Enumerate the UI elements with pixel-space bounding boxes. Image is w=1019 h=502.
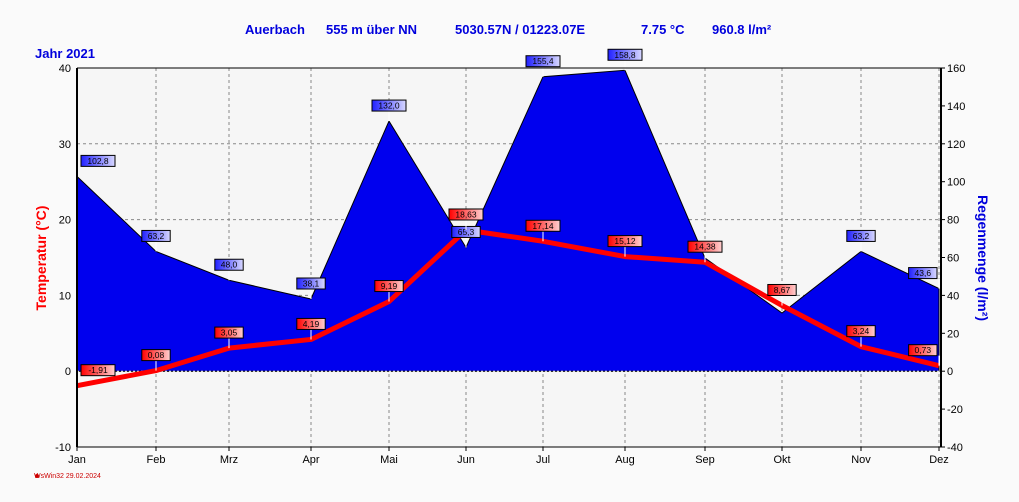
y-tick-label: 10 bbox=[59, 290, 71, 302]
x-tick-label: Aug bbox=[615, 454, 635, 466]
rain-data-label: 102,8 bbox=[87, 156, 109, 166]
footer-credit: WsWin32 29.02.2024 bbox=[34, 473, 101, 480]
y2-tick-label: 40 bbox=[947, 290, 959, 302]
rain-data-label: 48,0 bbox=[221, 260, 238, 270]
y-tick-label: 0 bbox=[65, 366, 71, 378]
x-tick-label: Nov bbox=[851, 454, 871, 466]
temp-data-label: 0,73 bbox=[915, 345, 932, 355]
rain-data-label-box bbox=[607, 48, 643, 61]
rain-data-label: 65,3 bbox=[458, 227, 475, 237]
y-tick-label: 30 bbox=[59, 139, 71, 151]
rain-data-label: 155,4 bbox=[532, 56, 554, 66]
y2-tick-label: 20 bbox=[947, 328, 959, 340]
rain-data-label-box bbox=[214, 258, 244, 271]
y2-tick-label: 120 bbox=[947, 139, 965, 151]
x-tick-label: Sep bbox=[695, 454, 715, 466]
rain-data-label: 63,2 bbox=[853, 231, 870, 241]
x-tick-label: Dez bbox=[929, 454, 949, 466]
altitude: 555 m über NN bbox=[326, 22, 418, 37]
y2-tick-label: 160 bbox=[947, 63, 965, 75]
temp-data-label: 4,19 bbox=[303, 319, 320, 329]
rain-data-label-box bbox=[296, 277, 326, 290]
y2-tick-label: 140 bbox=[947, 101, 965, 113]
temp-data-label-box bbox=[908, 344, 938, 357]
year-label: Jahr 2021 bbox=[35, 46, 95, 61]
temp-data-label-box bbox=[448, 208, 484, 221]
temp-data-label: 9,19 bbox=[381, 281, 398, 291]
y2-tick-label: -20 bbox=[947, 404, 963, 416]
rain-data-label: 38,1 bbox=[303, 279, 320, 289]
x-tick-label: Apr bbox=[302, 454, 319, 466]
temp-data-label-box bbox=[214, 326, 244, 339]
y2-tick-label: 0 bbox=[947, 366, 953, 378]
temp-data-label-box bbox=[687, 240, 723, 253]
x-tick-label: Feb bbox=[147, 454, 166, 466]
rain-data-label-box bbox=[80, 154, 116, 167]
rain-data-label: 43,6 bbox=[915, 268, 932, 278]
rain-data-label-box bbox=[525, 55, 561, 68]
y2-tick-label: 60 bbox=[947, 253, 959, 265]
rain-data-label-box bbox=[371, 99, 407, 112]
rain-data-label-box bbox=[908, 267, 938, 280]
y2-tick-label: -40 bbox=[947, 442, 963, 454]
total-rain: 960.8 l/m² bbox=[712, 22, 772, 37]
x-tick-label: Mrz bbox=[220, 454, 238, 466]
y-tick-label: -10 bbox=[55, 442, 71, 454]
x-tick-label: Jul bbox=[536, 454, 550, 466]
temp-data-label-box bbox=[296, 317, 326, 330]
average-temperature: 7.75 °C bbox=[641, 22, 685, 37]
temp-data-label: 0,08 bbox=[148, 350, 165, 360]
x-tick-label: Mai bbox=[380, 454, 398, 466]
rain-data-label: 158,8 bbox=[614, 50, 636, 60]
temp-data-label: 15,12 bbox=[614, 236, 636, 246]
logo-dot-icon bbox=[35, 474, 39, 478]
y-tick-label: 20 bbox=[59, 215, 71, 227]
temp-data-label-box bbox=[607, 235, 643, 248]
temp-data-label: 3,05 bbox=[221, 328, 238, 338]
rain-data-label-box bbox=[141, 229, 171, 242]
temp-data-label-box bbox=[374, 280, 404, 293]
temp-data-label-box bbox=[846, 325, 876, 338]
station-name: Auerbach bbox=[245, 22, 305, 37]
y-axis-title: Temperatur (°C) bbox=[33, 206, 49, 311]
rain-data-label: 132,0 bbox=[378, 101, 400, 111]
temp-data-label-box bbox=[80, 364, 116, 377]
temp-data-label: -1,91 bbox=[88, 365, 108, 375]
rain-data-label: 63,2 bbox=[148, 231, 165, 241]
coordinates: 5030.57N / 01223.07E bbox=[455, 22, 586, 37]
temperature-line bbox=[76, 227, 940, 389]
y2-tick-label: 80 bbox=[947, 215, 959, 227]
y2-tick-label: 100 bbox=[947, 177, 965, 189]
y2-axis-title: Regenmenge (l/m²) bbox=[975, 195, 991, 321]
temp-data-label: 18,63 bbox=[455, 209, 477, 219]
x-tick-label: Jan bbox=[68, 454, 86, 466]
temp-data-label: 17,14 bbox=[532, 221, 554, 231]
rain-data-label-box bbox=[846, 229, 876, 242]
temp-data-label-box bbox=[525, 219, 561, 232]
temp-data-label-box bbox=[141, 349, 171, 362]
temp-data-label: 14,38 bbox=[694, 242, 716, 252]
x-tick-label: Okt bbox=[773, 454, 790, 466]
temp-data-label: 3,24 bbox=[853, 326, 870, 336]
x-tick-label: Jun bbox=[457, 454, 475, 466]
temp-data-label-box bbox=[767, 283, 797, 296]
temp-data-label: 8,67 bbox=[774, 285, 791, 295]
y-tick-label: 40 bbox=[59, 63, 71, 75]
